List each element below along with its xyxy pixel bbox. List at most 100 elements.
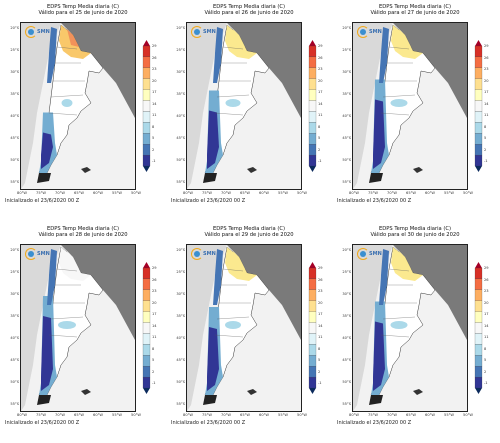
colorbar-tick-label: 23 [484, 67, 489, 71]
tierra-del-fuego [203, 173, 217, 183]
colorbar [142, 262, 151, 394]
andes-cold-strip [213, 27, 223, 83]
map-area [186, 244, 302, 412]
map-panel: EDPS Temp Media diaria (C) Válido para el… [0, 0, 166, 221]
longitude-label: 80°W [349, 191, 359, 195]
colorbar-tick-label: 8 [152, 346, 155, 351]
latitude-label: 40°S [342, 114, 351, 118]
land-chile [21, 23, 61, 189]
longitude-label: 65°W [74, 191, 84, 195]
colorbar-tick-label: 29 [318, 44, 323, 48]
colorbar-tick-label: 20 [484, 78, 489, 83]
map-panel: EDPS Temp Media diaria (C) Válido para el… [166, 222, 332, 443]
colorbar-tick-label: -1 [318, 381, 322, 385]
longitude-label: 75°W [36, 413, 46, 417]
colorbar-tick-label: 5 [484, 136, 487, 140]
colorbar-tick-label: 23 [152, 289, 157, 293]
province-borders [48, 46, 85, 116]
colorbar-tick-label: 11 [318, 113, 323, 117]
colorbar-segment [142, 289, 151, 301]
warm-region-core [67, 29, 79, 47]
latitude-label: 35°S [10, 314, 19, 318]
panel-subtitle: Válido para el 26 de junio de 2020 [204, 10, 294, 16]
colorbar [308, 40, 317, 172]
colorbar-segment [142, 144, 151, 156]
land-neighbor-east [393, 23, 467, 118]
colorbar-tick-label: -1 [318, 159, 322, 163]
map-svg [187, 23, 301, 189]
land-neighbor-east [227, 245, 301, 340]
colorbar-segment [474, 45, 483, 58]
tierra-del-fuego [369, 173, 383, 183]
land-chile [353, 245, 393, 411]
colorbar-tick-label: 14 [318, 323, 323, 328]
colorbar-segment [474, 56, 483, 68]
colorbar-tick-label: 14 [484, 323, 489, 328]
map-svg [21, 245, 135, 411]
logo-dot [194, 29, 200, 35]
land-chile [21, 245, 61, 411]
colorbar-segment [308, 355, 317, 367]
colorbar-tick-label: 8 [152, 124, 155, 129]
tierra-del-fuego [37, 395, 51, 405]
longitude-label: 50°W [297, 191, 307, 195]
colorbar-svg [142, 40, 151, 172]
warm-region-core [67, 251, 79, 269]
colorbar-segment [142, 122, 151, 134]
colorbar-tick-label: 29 [152, 44, 157, 48]
latitude-label: 50°S [342, 158, 351, 162]
logo-ring [25, 248, 37, 260]
latitude-label: 45°S [176, 136, 185, 140]
colorbar-svg [142, 262, 151, 394]
colorbar-tick-label: 20 [318, 78, 323, 83]
colorbar-segment [142, 300, 151, 312]
colorbar-extend-bottom [309, 388, 316, 394]
land-chile [187, 245, 227, 411]
colorbar-tick-label: 26 [152, 55, 157, 60]
colorbar-tick-label: 17 [152, 312, 157, 316]
colorbar-extend-bottom [309, 166, 316, 172]
panel-subtitle: Válido para el 25 de junio de 2020 [38, 10, 128, 16]
longitude-label: 75°W [202, 191, 212, 195]
panel-title: EDPS Temp Media diaria (C) [46, 226, 120, 232]
colorbar-svg [308, 262, 317, 394]
colorbar-tick-label: 5 [318, 136, 321, 140]
colorbar-svg [474, 262, 483, 394]
logo-text: SMN [369, 251, 382, 257]
latitude-label: 30°S [176, 70, 185, 74]
colorbar-segment [308, 289, 317, 301]
map-area [352, 22, 468, 190]
longitude-label: 50°W [131, 413, 141, 417]
colorbar-segment [474, 111, 483, 123]
province-borders [380, 268, 417, 338]
colorbar-segment [142, 133, 151, 145]
colorbar-segment [308, 154, 317, 167]
longitude-label: 65°W [406, 191, 416, 195]
colorbar-segment [474, 376, 483, 389]
colorbar-segment [474, 300, 483, 312]
colorbar-segment [142, 278, 151, 290]
init-caption: Inicializado el 23/6/2020 00 Z [171, 420, 246, 426]
latitude-label: 45°S [10, 358, 19, 362]
colorbar-segment [142, 355, 151, 367]
latitude-label: 30°S [10, 292, 19, 296]
panel-title: EDPS Temp Media diaria (C) [378, 226, 452, 232]
colorbar-tick-label: 20 [318, 300, 323, 305]
logo-ring [191, 26, 203, 38]
colorbar-tick-label: 14 [484, 101, 489, 106]
colorbar-tick-label: 5 [318, 358, 321, 362]
colorbar-tick-label: -1 [152, 159, 156, 163]
colorbar-tick-label: 17 [484, 312, 489, 316]
islands [247, 167, 257, 173]
colorbar-tick-label: 17 [318, 312, 323, 316]
province-borders [48, 268, 85, 338]
latitude-label: 25°S [342, 270, 351, 274]
latitude-label: 55°S [176, 402, 185, 406]
colorbar-tick-label: 2 [484, 147, 487, 152]
colorbar-segment [474, 355, 483, 367]
colorbar-tick-label: 8 [484, 124, 487, 129]
colorbar-segment [308, 376, 317, 389]
colorbar-tick-label: 23 [484, 289, 489, 293]
colorbar-segment [142, 111, 151, 123]
latitude-label: 35°S [342, 314, 351, 318]
